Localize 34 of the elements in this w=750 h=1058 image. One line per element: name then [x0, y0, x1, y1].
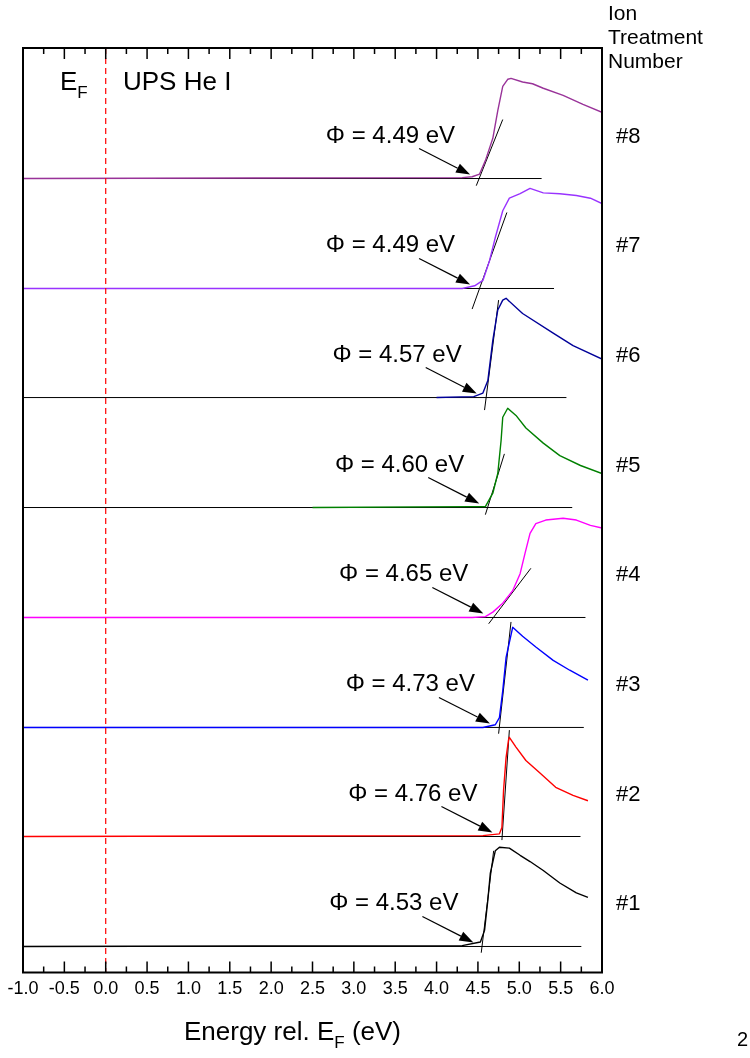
- x-tick-label: 5.5: [548, 978, 574, 999]
- series-label: #7: [616, 232, 641, 258]
- series-label: #8: [616, 122, 641, 148]
- series-label: #5: [616, 451, 641, 477]
- x-tick-label: -0.5: [48, 978, 80, 999]
- text: 2: [736, 1028, 748, 1050]
- series-label: #6: [616, 341, 641, 367]
- x-tick-label: 0.0: [93, 978, 119, 999]
- x-tick-label: 3.5: [382, 978, 408, 999]
- x-tick-label: 2.0: [258, 978, 284, 999]
- x-tick-label: 2.5: [299, 978, 326, 999]
- annotation: Φ = 4.73 eV: [345, 669, 475, 697]
- annotation: Φ = 4.57 eV: [332, 339, 462, 367]
- x-tick-label: 0.5: [134, 978, 160, 999]
- x-tick-label: 5.0: [506, 978, 532, 999]
- x-tick-label: -1.0: [7, 978, 39, 999]
- x-tick-label: 4.5: [465, 978, 491, 999]
- annotation: Φ = 4.65 eV: [339, 559, 469, 587]
- x-tick-label: 1.5: [217, 978, 243, 999]
- x-tick-label: 3.0: [341, 978, 367, 999]
- annotation: Φ = 4.49 eV: [325, 120, 456, 148]
- annotation: Φ = 4.49 eV: [325, 230, 456, 258]
- legend-title: Ion Treatment Number: [608, 1, 704, 72]
- annotation: Φ = 4.60 eV: [334, 449, 465, 477]
- x-tick-label: 1.0: [175, 978, 201, 999]
- series-label: #2: [616, 780, 641, 806]
- annotation: Φ = 4.53 eV: [329, 888, 459, 916]
- series-label: #4: [616, 561, 641, 587]
- annotation: Φ = 4.76 eV: [348, 778, 478, 806]
- x-tick-label: 4.0: [424, 978, 450, 999]
- x-tick-label: 6.0: [589, 978, 615, 999]
- series-label: #1: [616, 890, 641, 916]
- annotation: UPS He I: [123, 66, 232, 96]
- series-label: #3: [616, 671, 641, 697]
